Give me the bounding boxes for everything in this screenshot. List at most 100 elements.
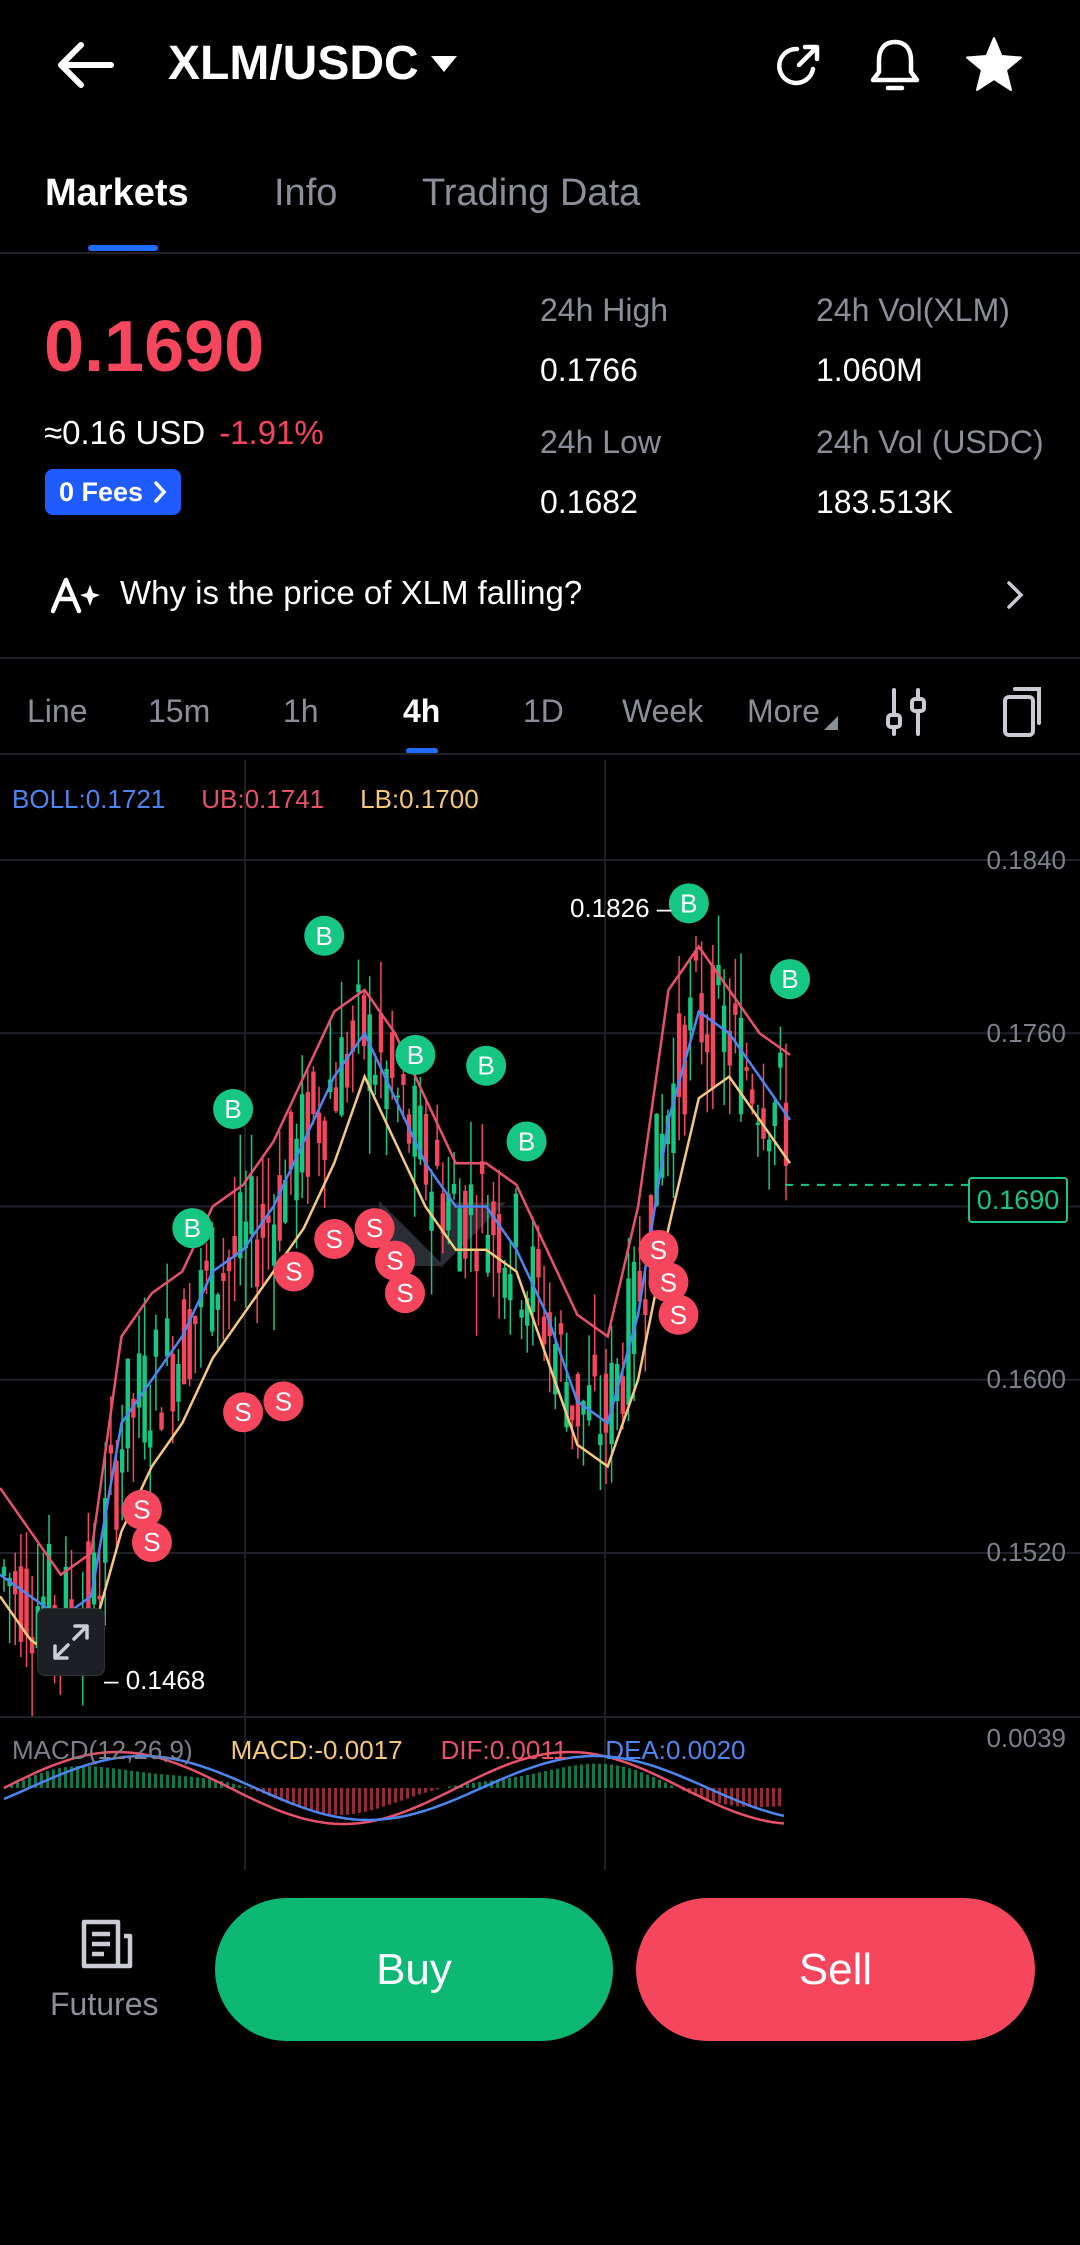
macd-bar [202,1778,205,1788]
macd-bar [40,1772,43,1788]
macd-bar [22,1779,25,1788]
macd-bar [472,1782,475,1788]
signal-marker-buy [213,1089,254,1130]
macd-bar [76,1766,79,1788]
chevron-right-icon [1007,581,1024,609]
macd-bar [730,1788,733,1806]
macd-bar [640,1772,643,1788]
last-price: 0.1690 [44,307,265,387]
macd-bar [106,1767,109,1788]
candle-body [440,1193,446,1234]
divider [0,252,1080,254]
macd-bar [274,1788,277,1799]
macd-bar [340,1788,343,1815]
signal-marker-buy [466,1045,507,1086]
macd-bar [124,1769,127,1788]
macd-bar [502,1778,505,1788]
signal-label: S [670,1300,687,1330]
candle-body [525,1297,530,1326]
macd-bar [352,1788,355,1814]
candle-body [586,1385,592,1421]
candle-body [738,1017,744,1115]
macd-bar [436,1788,439,1790]
candle-body [570,1405,575,1421]
macd-bar [526,1774,529,1788]
macd-bar [142,1772,145,1788]
indicator-settings-button[interactable] [880,684,932,740]
fees-badge[interactable]: 0 Fees [45,469,182,515]
signal-label: S [143,1527,160,1557]
tf-line[interactable]: Line [27,693,88,729]
macd-bar [58,1768,61,1788]
macd-bar [82,1765,85,1788]
candle-body [299,1094,305,1173]
candle-body [333,1087,339,1111]
buy-button[interactable]: Buy [215,1898,613,2041]
macd-bar [322,1788,325,1814]
macd-bar [34,1774,37,1788]
signal-label: S [285,1256,302,1286]
macd-bar [358,1788,361,1814]
low-marker-label: 0.1468 [125,1665,206,1695]
macd-bar [70,1766,73,1788]
tf-1d[interactable]: 1D [523,693,564,729]
low-label: 24h Low [540,424,661,460]
macd-bar [568,1766,571,1788]
candle-body [125,1358,130,1449]
signal-marker-sell [648,1262,689,1303]
macd-bar [562,1767,565,1788]
signal-label: B [477,1051,494,1081]
divider [0,657,1080,659]
pair-selector[interactable]: XLM/USDC [168,36,459,91]
tab-trading-data[interactable]: Trading Data [422,172,641,214]
signal-label: B [518,1127,535,1157]
candle-body [463,1190,468,1259]
tab-info[interactable]: Info [274,172,338,214]
candle-body [598,1434,603,1446]
favorite-button[interactable] [962,32,1026,96]
share-button[interactable] [768,36,828,96]
axis-label-4: 0.1520 [986,1537,1066,1567]
macd-bar [28,1777,31,1788]
candle-body [513,1193,519,1248]
futures-button[interactable]: Futures [40,1918,176,2028]
candle-body [688,997,693,1031]
macd-bar [556,1768,559,1788]
candle-body [277,1175,282,1241]
sliders-icon [886,688,926,736]
candle-body [395,1095,401,1098]
tf-1h[interactable]: 1h [283,693,319,729]
macd-bar [334,1788,337,1815]
macd-bar [424,1788,427,1793]
candle-body [283,1179,288,1223]
candle-body [564,1381,569,1428]
sell-button[interactable]: Sell [636,1898,1035,2041]
back-button[interactable] [40,30,126,100]
tab-markets[interactable]: Markets [45,172,189,214]
macd-bar [178,1775,181,1788]
fullscreen-button[interactable] [37,1608,105,1676]
layout-toggle-button[interactable] [996,680,1052,742]
candle-body [401,1074,406,1085]
signal-label: S [660,1267,677,1297]
tf-15m[interactable]: 15m [148,693,211,729]
tf-week[interactable]: Week [622,693,704,729]
macd-bar [448,1786,451,1788]
signal-marker-sell [131,1522,172,1563]
expand-icon [53,1624,89,1660]
candle-body [221,1272,226,1282]
macd-bar [238,1785,241,1788]
candle-body [148,1430,153,1448]
candle-body [344,1054,350,1088]
macd-bar [370,1788,373,1811]
tf-more[interactable]: More [747,693,838,730]
signal-label: S [133,1495,150,1525]
vol-base-value: 1.060M [816,352,923,388]
tf-4h[interactable]: 4h [403,693,441,729]
candle-body [176,1363,181,1402]
macd-bar [388,1788,391,1805]
usd-price-row: ≈0.16 USD -1.91% [44,414,324,452]
price-insight-row[interactable]: Why is the price of XLM falling? [0,560,1080,630]
alert-button[interactable] [864,34,926,96]
